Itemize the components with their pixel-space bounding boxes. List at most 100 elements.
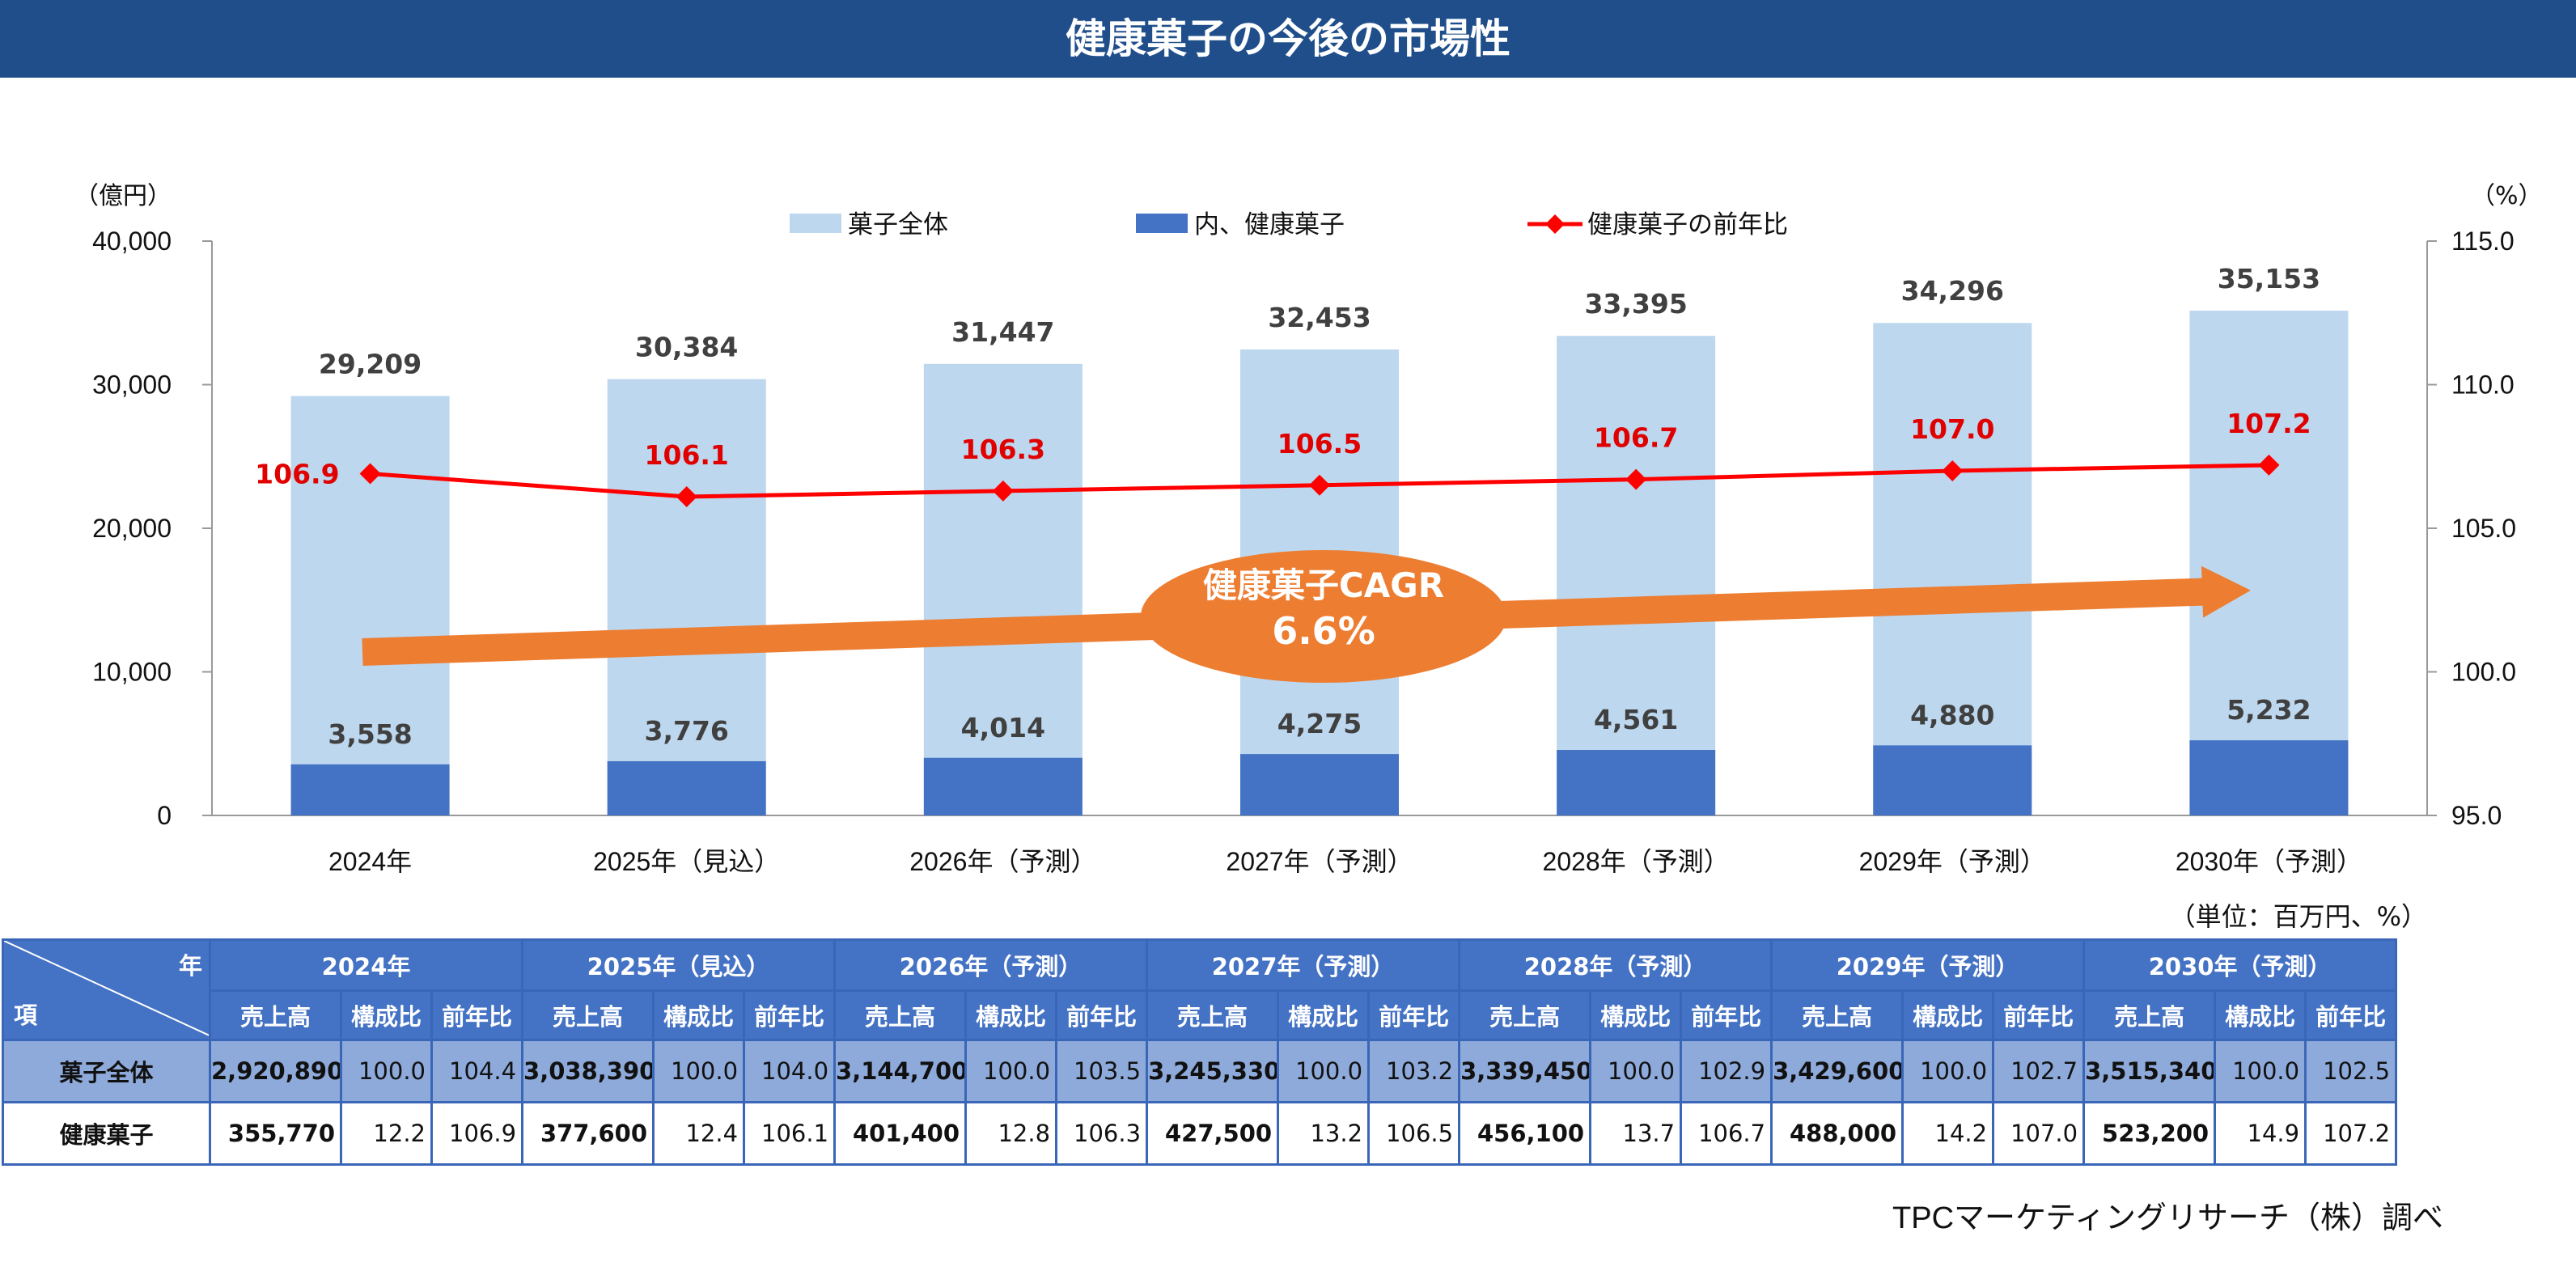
sub-header: 前年比 <box>430 989 524 1041</box>
sub-header: 前年比 <box>1367 989 1461 1041</box>
bar-health-label: 5,232 <box>2226 694 2311 726</box>
title-bar: 健康菓子の今後の市場性 <box>0 0 2576 78</box>
bar-total <box>923 363 1083 815</box>
table-header-years: 年 項 2024年 2025年（見込） 2026年（予測） 2027年（予測） 2028… <box>2 938 2398 1041</box>
sub-header: 売上高 <box>209 989 342 1041</box>
corner-diagonal <box>5 942 208 1036</box>
sub-header: 前年比 <box>2304 989 2398 1041</box>
table-cell: 106.7 <box>1680 1101 1773 1166</box>
sub-header: 前年比 <box>1680 989 1773 1041</box>
bar-health-label: 4,014 <box>961 712 1045 743</box>
table-cell: 104.4 <box>430 1039 524 1103</box>
table-cell: 488,000 <box>1770 1101 1904 1166</box>
chart-labels: 29,209 3,558 2024年 30,384 3,776 2025年（見込） 31,4… <box>255 263 2362 874</box>
legend-label-total: 菓子全体 <box>848 210 948 239</box>
table-cell: 100.0 <box>2214 1039 2307 1103</box>
table-cell: 12.4 <box>652 1101 746 1166</box>
table-cell: 100.0 <box>964 1039 1058 1103</box>
yoy-label: 106.1 <box>645 439 729 471</box>
table-corner: 年 項 <box>2 938 211 1041</box>
table-cell: 3,038,390 <box>521 1039 655 1103</box>
bar-total-label: 35,153 <box>2218 263 2320 294</box>
chart-axes: 0 10,000 20,000 30,000 40,000 95.0 100.0 105.0 1… <box>74 182 2543 830</box>
year-header: 2030年（予測） <box>2082 938 2398 992</box>
table-cell: 3,429,600 <box>1770 1039 1904 1103</box>
table-cell: 104.0 <box>743 1039 837 1103</box>
sub-header: 構成比 <box>1901 989 1995 1041</box>
legend-label-health: 内、健康菓子 <box>1194 210 1345 239</box>
source-note: TPCマーケティングリサーチ（株）調べ <box>1892 1201 2443 1235</box>
sub-header: 前年比 <box>1055 989 1149 1041</box>
bar-health <box>290 764 450 815</box>
table-cell: 100.0 <box>1901 1039 1995 1103</box>
year-header: 2026年（予測） <box>833 938 1149 992</box>
left-tick-label: 30,000 <box>92 371 172 400</box>
yoy-marker <box>1625 468 1647 490</box>
yoy-label: 106.7 <box>1594 422 1678 454</box>
category-label: 2026年（予測） <box>909 847 1096 874</box>
category-label: 2027年（予測） <box>1226 847 1413 874</box>
table-cell: 12.2 <box>340 1101 433 1166</box>
year-header: 2024年 <box>208 938 524 992</box>
yoy-label: 106.9 <box>255 459 339 490</box>
bar-total-label: 33,395 <box>1584 288 1687 320</box>
table-cell: 103.5 <box>1055 1039 1149 1103</box>
sub-header: 構成比 <box>2214 989 2307 1041</box>
table-cell: 106.9 <box>430 1101 524 1166</box>
table-header-sub: 売上高 構成比 前年比 売上高 構成比 前年比 売上高 構成比 前年比 売上高 構成比 前年比 売上高構… <box>3 989 2398 1041</box>
sub-header: 売上高 <box>1770 989 1904 1041</box>
bar-health <box>607 760 766 815</box>
right-tick-label: 100.0 <box>2451 658 2516 687</box>
right-tick-label: 115.0 <box>2451 227 2515 256</box>
table-cell: 3,144,700 <box>833 1039 968 1103</box>
category-label: 2029年（予測） <box>1859 847 2046 874</box>
chart-yoy-line <box>359 454 2280 507</box>
yoy-marker <box>359 463 381 485</box>
bar-total <box>1873 323 2032 816</box>
right-axis-unit: （%） <box>2471 182 2543 210</box>
bar-total-label: 31,447 <box>951 316 1054 348</box>
yoy-marker <box>992 480 1014 502</box>
sub-header: 売上高 <box>1458 989 1592 1041</box>
corner-year-label: 年 <box>178 952 202 980</box>
year-header: 2028年（予測） <box>1458 938 1773 992</box>
right-tick-label: 95.0 <box>2451 801 2502 830</box>
table-cell: 13.7 <box>1589 1101 1683 1166</box>
table-cell: 14.9 <box>2214 1101 2307 1166</box>
bar-health-label: 4,561 <box>1594 704 1678 735</box>
bar-health <box>1557 750 1716 815</box>
table-cell: 3,245,330 <box>1146 1039 1280 1103</box>
yoy-label: 107.2 <box>2226 408 2311 439</box>
sub-header: 売上高 <box>833 989 968 1041</box>
legend-swatch-health <box>1136 214 1188 233</box>
table-cell: 103.2 <box>1367 1039 1461 1103</box>
table-cell: 102.9 <box>1680 1039 1773 1103</box>
table-cell: 2,920,890 <box>209 1039 342 1103</box>
table-cell: 427,500 <box>1146 1101 1280 1166</box>
sub-header: 売上高 <box>2082 989 2217 1041</box>
table-cell: 456,100 <box>1458 1101 1592 1166</box>
category-label: 2024年 <box>328 847 412 874</box>
year-header: 2027年（予測） <box>1146 938 1461 992</box>
year-header: 2025年（見込） <box>521 938 837 992</box>
legend-marker-yoy <box>1545 214 1565 234</box>
yoy-label: 106.5 <box>1277 428 1362 459</box>
right-tick-label: 105.0 <box>2451 514 2516 543</box>
table-cell: 523,200 <box>2082 1101 2217 1166</box>
table-cell: 100.0 <box>652 1039 746 1103</box>
left-tick-label: 20,000 <box>92 514 172 543</box>
category-label: 2028年（予測） <box>1543 847 1730 874</box>
yoy-marker <box>2258 454 2280 476</box>
page-title: 健康菓子の今後の市場性 <box>1066 15 1510 62</box>
table-row: 健康菓子 355,770 12.2 106.9 377,600 12.4 106.1 401,… <box>2 1101 2398 1166</box>
yoy-marker <box>676 485 697 507</box>
table-cell: 3,339,450 <box>1458 1039 1592 1103</box>
sub-header: 前年比 <box>1992 989 2086 1041</box>
bar-health-label: 3,558 <box>328 718 412 750</box>
table-cell: 100.0 <box>340 1039 433 1103</box>
sub-header: 構成比 <box>340 989 433 1041</box>
table-row: 菓子全体 2,920,890 100.0 104.4 3,038,390 100.0 104… <box>2 1039 2398 1103</box>
table-cell: 102.7 <box>1992 1039 2086 1103</box>
bar-total <box>607 379 766 816</box>
